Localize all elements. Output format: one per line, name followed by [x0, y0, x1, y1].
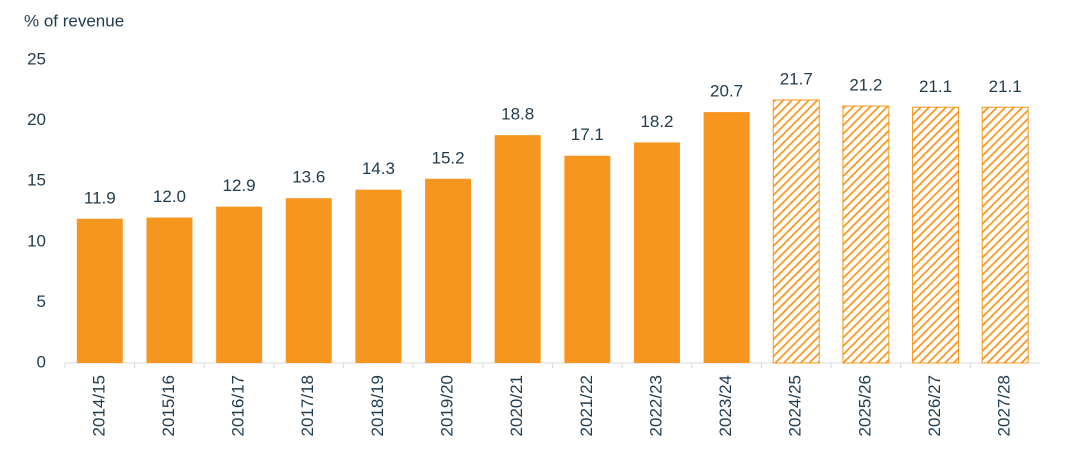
- bar: [425, 178, 472, 363]
- bar: [146, 217, 193, 363]
- x-tick-label: 2016/17: [229, 375, 248, 436]
- bar: [703, 112, 750, 363]
- x-tick-label: 2023/24: [716, 375, 735, 436]
- y-axis-label: % of revenue: [24, 11, 124, 30]
- x-tick-label: 2020/21: [507, 375, 526, 436]
- y-tick-label: 15: [27, 171, 46, 190]
- y-tick-label: 25: [27, 49, 46, 68]
- y-tick-label: 0: [37, 352, 46, 371]
- bar: [981, 106, 1029, 364]
- bar: [355, 189, 402, 363]
- x-tick-label: 2024/25: [786, 375, 805, 436]
- x-tick-label: 2018/19: [368, 375, 387, 436]
- x-tick-label: 2027/28: [995, 375, 1014, 436]
- bar: [842, 105, 890, 364]
- bar: [285, 198, 332, 363]
- value-label: 15.2: [431, 148, 464, 167]
- x-tick-label: 2022/23: [646, 375, 665, 436]
- x-tick-label: 2014/15: [89, 375, 108, 436]
- x-tick-label: 2021/22: [577, 375, 596, 436]
- y-tick-label: 20: [27, 110, 46, 129]
- y-tick-label: 10: [27, 231, 46, 250]
- value-label: 11.9: [84, 188, 116, 207]
- bar: [772, 99, 820, 364]
- x-tick-label: 2017/18: [298, 375, 317, 436]
- bar: [494, 135, 541, 363]
- value-label: 12.0: [153, 187, 186, 206]
- y-tick-label: 5: [37, 292, 46, 311]
- x-tick-label: 2015/16: [159, 375, 178, 436]
- value-label: 13.6: [292, 168, 325, 187]
- bar: [216, 206, 263, 363]
- value-label: 20.7: [710, 82, 743, 101]
- value-label: 21.7: [780, 69, 813, 88]
- value-label: 18.2: [640, 112, 673, 131]
- x-tick-label: 2019/20: [438, 375, 457, 436]
- value-label: 14.3: [362, 159, 395, 178]
- bar: [912, 106, 960, 364]
- x-tick-label: 2026/27: [925, 375, 944, 436]
- x-tick-label: 2025/26: [855, 375, 874, 436]
- bar: [76, 218, 123, 363]
- value-label: 18.8: [501, 105, 534, 124]
- value-label: 17.1: [571, 125, 604, 144]
- value-label: 21.1: [989, 77, 1022, 96]
- bar: [564, 155, 611, 363]
- value-label: 21.2: [849, 76, 882, 95]
- value-label: 12.9: [223, 176, 256, 195]
- bar: [633, 142, 680, 363]
- value-label: 21.1: [919, 77, 952, 96]
